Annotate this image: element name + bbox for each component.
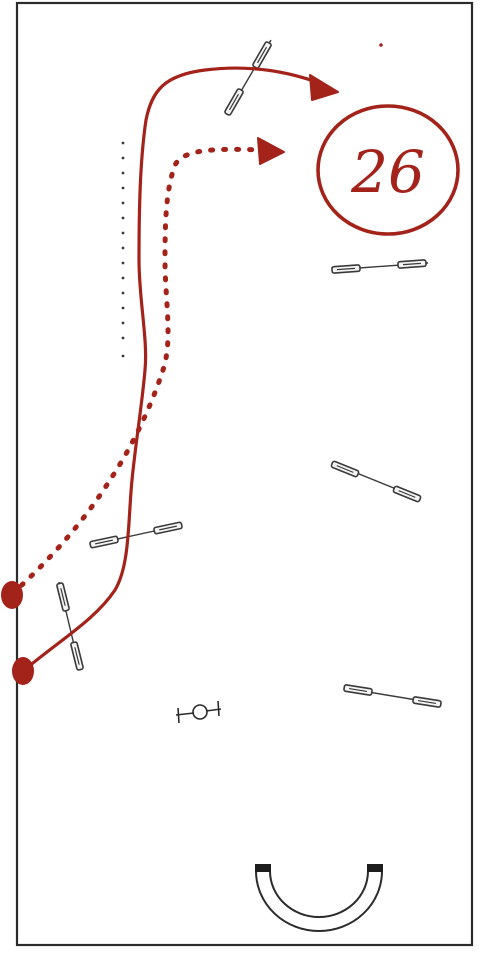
semi-circle-barrel <box>254 864 384 932</box>
pole-pair-right-1 <box>331 259 429 274</box>
course-number: 26 <box>350 138 425 206</box>
arena-border <box>15 1 474 947</box>
pole-pair-right-3 <box>342 683 443 709</box>
pole-pair-top <box>223 39 273 117</box>
dotted-route-line <box>1 137 285 609</box>
course-number-badge: 26 <box>316 104 460 236</box>
pole-pair-left-lower <box>55 581 85 672</box>
dotted-rail <box>121 141 125 358</box>
pole-pair-left-middle <box>88 521 184 549</box>
pole-pair-right-2 <box>330 459 422 504</box>
marker-dot <box>379 43 383 47</box>
route-start-point <box>12 657 34 685</box>
solid-route-line <box>12 66 339 685</box>
hurdle-symbol <box>175 700 222 724</box>
route-start-point-dotted <box>1 581 23 609</box>
